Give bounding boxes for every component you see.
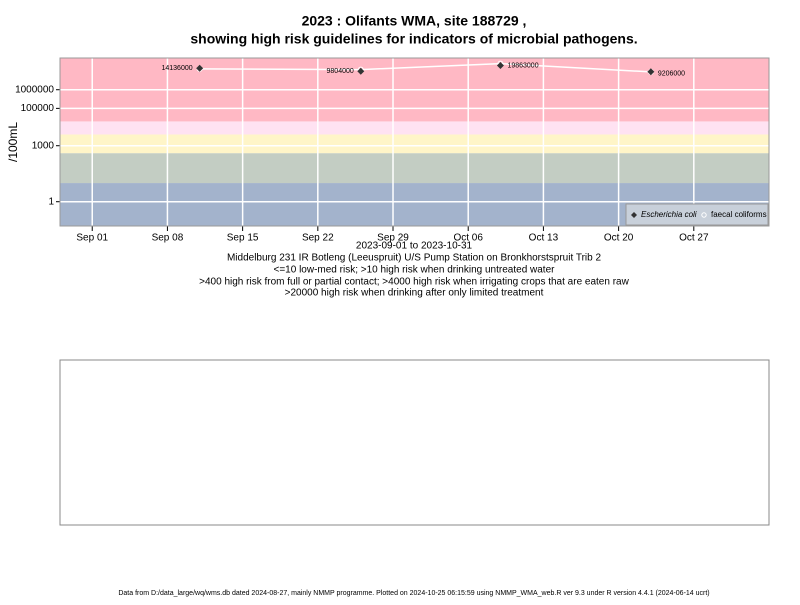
note: >400 high risk from full or partial cont… [199,277,629,288]
y-tick-label: 1000 [32,140,55,151]
data-label: 14136000 [161,65,192,72]
note: >20000 high risk when drinking after onl… [285,288,544,299]
y-tick-label: 1 [48,196,54,207]
y-tick-label: 100000 [21,103,55,114]
data-point [496,61,504,69]
site-label: Middelburg 231 IR Botleng (Leeuspruit) U… [227,253,602,264]
risk-band [60,134,769,154]
x-tick-label: Oct 13 [529,233,559,244]
legend-box [625,203,769,226]
x-tick-label: Oct 27 [679,233,709,244]
note: <=10 low-med risk; >10 high risk when dr… [274,265,556,276]
x-tick-label: Sep 22 [302,233,334,244]
plot-frame [59,57,770,227]
x-axis-label: 2023-09-01 to 2023-10-31 [356,241,473,252]
data-label: 9206000 [658,71,685,78]
empty-panel [59,359,770,526]
legend-label: faecal coliforms [711,210,767,219]
legend-label: Escherichia coli [641,210,697,219]
legend-marker [631,212,637,218]
risk-band [60,153,769,184]
data-point [647,68,655,76]
chart-title: 2023 : Olifants WMA, site 188729 , [302,13,527,29]
y-tick-label: 1000000 [15,84,54,95]
data-label: 19863000 [507,62,538,69]
x-tick-label: Sep 15 [227,233,259,244]
y-axis-label: /100mL [6,122,20,162]
x-tick-label: Oct 20 [604,233,634,244]
data-point [196,64,204,72]
data-label: 9804000 [327,68,354,75]
chart-subtitle: showing high risk guidelines for indicat… [190,31,637,47]
legend-marker [701,212,707,218]
x-tick-label: Oct 06 [453,233,483,244]
series-line [199,62,651,73]
x-tick-label: Sep 01 [76,233,108,244]
data-point [357,67,365,75]
risk-band [60,121,769,135]
x-tick-label: Sep 08 [152,233,184,244]
x-tick-label: Sep 29 [377,233,409,244]
footer: Data from D:/data_large/wq/wms.db dated … [118,590,709,597]
